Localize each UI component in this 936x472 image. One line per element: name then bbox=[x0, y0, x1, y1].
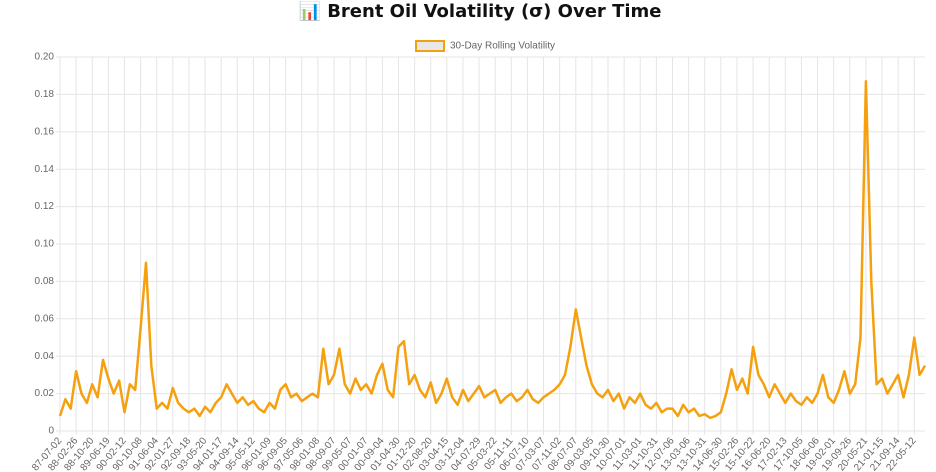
y-tick-label: 0.12 bbox=[35, 201, 55, 212]
y-tick-label: 0.16 bbox=[35, 126, 55, 137]
data-line bbox=[58, 80, 927, 420]
y-tick-label: 0.04 bbox=[35, 351, 55, 362]
y-tick-label: 0.02 bbox=[35, 388, 55, 399]
y-tick-label: 0.10 bbox=[35, 239, 55, 250]
y-tick-label: 0 bbox=[48, 426, 54, 437]
chart-title: 📊 Brent Oil Volatility (σ) Over Time bbox=[299, 0, 662, 22]
y-tick-label: 0.14 bbox=[35, 164, 55, 175]
y-tick-label: 0.08 bbox=[35, 276, 55, 287]
legend-swatch bbox=[415, 40, 445, 52]
legend-label: 30-Day Rolling Volatility bbox=[450, 41, 555, 52]
y-tick-label: 0.18 bbox=[35, 89, 55, 100]
y-tick-label: 0.06 bbox=[35, 313, 55, 324]
y-tick-label: 0.20 bbox=[35, 52, 55, 63]
